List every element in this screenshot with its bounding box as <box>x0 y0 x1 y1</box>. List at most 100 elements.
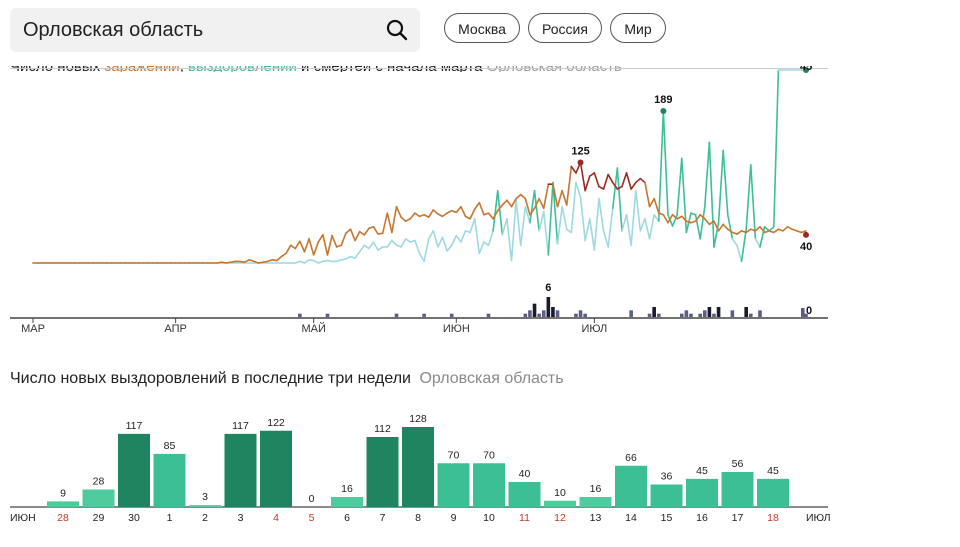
recoveries-segment <box>611 167 619 210</box>
category-label: 13 <box>590 512 602 524</box>
death-bar <box>541 310 546 317</box>
infections-segment <box>561 189 568 206</box>
recoveries-segment <box>455 234 462 243</box>
pill-russia[interactable]: Россия <box>528 13 602 43</box>
recoveries-segment <box>768 226 775 232</box>
infections-segment <box>648 197 655 208</box>
recoveries-bar <box>544 500 576 507</box>
last-infections-label: 40 <box>800 241 812 253</box>
infections-segment <box>722 223 729 231</box>
infections-segment <box>662 213 669 224</box>
death-bar <box>486 313 491 317</box>
infections-segment <box>414 212 421 218</box>
search-box[interactable]: Орловская область <box>10 8 420 52</box>
infections-segment <box>570 165 577 174</box>
recoveries-segment <box>423 238 430 263</box>
infections-segment <box>524 197 531 216</box>
recoveries-segment <box>713 221 720 248</box>
infections-segment <box>717 223 724 232</box>
recoveries-segment <box>648 213 655 240</box>
infections-segment <box>483 212 490 216</box>
infections-segment <box>460 205 467 218</box>
infections-segment <box>492 209 499 220</box>
infections-segment <box>782 226 789 232</box>
infections-segment <box>386 212 393 234</box>
death-bar <box>748 313 753 317</box>
month-label: АПР <box>164 323 186 335</box>
recoveries-bar <box>650 484 683 507</box>
search-icon[interactable] <box>384 17 410 43</box>
recoveries-bar <box>437 463 470 507</box>
recoveries-segment <box>565 228 573 234</box>
recoveries-segment <box>625 213 632 247</box>
infections-segment <box>427 209 435 218</box>
recoveries-bar <box>331 497 363 507</box>
infections-segment <box>432 209 439 215</box>
recoveries-bar <box>615 465 647 507</box>
month-label: ИЮЛ <box>581 323 607 335</box>
infections-segment <box>418 213 425 218</box>
bar-value-label: 16 <box>590 483 602 495</box>
infections-segment <box>676 215 683 220</box>
search-input[interactable]: Орловская область <box>23 19 204 41</box>
infections-segment <box>671 213 678 220</box>
infections-segment <box>598 185 605 190</box>
recoveries-segment <box>584 217 591 242</box>
pill-moscow[interactable]: Москва <box>444 13 520 43</box>
infections-segment <box>795 230 803 234</box>
recoveries-segment <box>354 250 361 259</box>
recoveries-segment <box>676 157 683 216</box>
month-label-start: ИЮН <box>10 512 36 524</box>
infections-segment <box>285 244 292 255</box>
recoveries-segment <box>345 255 352 260</box>
recoveries-segment <box>644 217 651 240</box>
recoveries-segment <box>391 239 398 247</box>
infections-segment <box>455 205 462 214</box>
death-bar <box>689 313 693 317</box>
infections-segment <box>740 230 747 234</box>
infections-segment <box>703 217 711 226</box>
category-label: 4 <box>273 512 279 524</box>
bar-value-label: 40 <box>519 468 531 480</box>
death-bar <box>546 297 551 317</box>
recoveries-bar <box>721 472 754 507</box>
recoveries-segment <box>657 110 665 222</box>
bar-value-label: 117 <box>232 420 249 432</box>
last-deaths-label: 0 <box>806 305 812 317</box>
infections-segment <box>506 199 513 208</box>
infections-segment <box>487 212 494 220</box>
bar-value-label: 70 <box>483 449 495 461</box>
recoveries-segment <box>414 239 421 255</box>
bar-value-label: 10 <box>554 487 566 499</box>
recoveries-segment <box>621 213 628 232</box>
recoveries-segment <box>763 226 770 232</box>
recoveries-bar <box>366 437 399 507</box>
pill-world[interactable]: Мир <box>610 13 666 43</box>
recoveries-segment <box>418 252 425 263</box>
recoveries-segment <box>690 212 697 216</box>
recoveries-bar <box>757 478 789 507</box>
infections-segment <box>653 197 660 214</box>
infections-segment <box>584 175 591 192</box>
bar-value-label: 45 <box>767 465 779 477</box>
infections-segment <box>303 238 310 253</box>
recoveries-segment <box>409 239 416 243</box>
infections-segment <box>680 215 688 222</box>
death-bar <box>583 313 587 317</box>
category-label: 3 <box>238 512 244 524</box>
bar-value-label: 66 <box>625 452 637 464</box>
category-label: 11 <box>519 512 530 524</box>
category-label: 14 <box>625 512 637 524</box>
recoveries-segment <box>437 236 444 248</box>
infections-segment <box>749 228 757 232</box>
recoveries-segment <box>312 259 320 264</box>
recoveries-peak-dot <box>660 108 667 114</box>
recoveries-segment <box>464 230 471 234</box>
recoveries-segment <box>616 167 623 232</box>
recoveries-bar <box>579 497 612 507</box>
recoveries-segment <box>703 141 711 208</box>
recoveries-segment <box>501 217 508 236</box>
infections-segment <box>533 197 540 210</box>
infections-segment <box>354 230 361 242</box>
